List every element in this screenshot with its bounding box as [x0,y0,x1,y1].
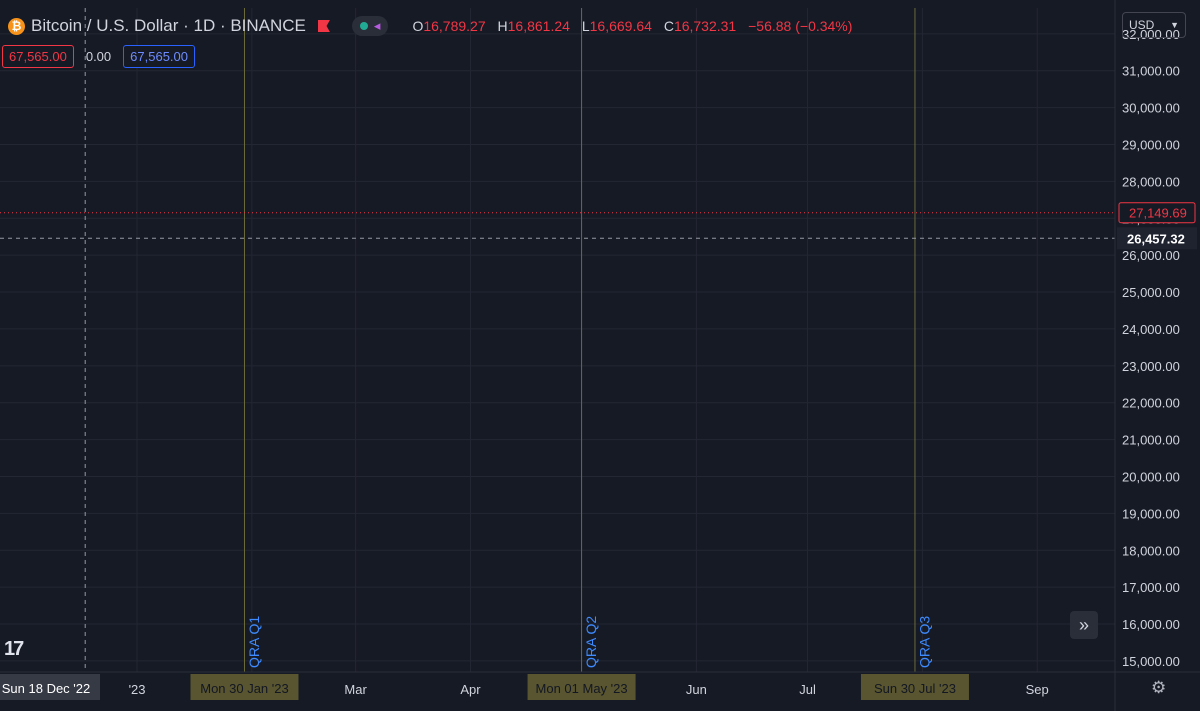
y-tick-label: 20,000.00 [1122,469,1180,484]
crosshair-price-box [1117,227,1197,250]
alert-icon: ◂ [373,18,381,33]
status-dot-icon [359,22,368,30]
last-price-box [1118,202,1196,224]
event-date-label: Mon 01 May '23 [536,681,628,696]
event-date-box [860,674,969,700]
y-tick-label: 15,000.00 [1122,654,1180,669]
y-tick-label: 24,000.00 [1122,322,1180,337]
sell-button[interactable]: 67,565.00 [2,45,74,68]
event-date-label: Sun 30 Jul '23 [874,681,956,696]
open-value: 16,789.27 [423,18,486,34]
symbol-header: ₿ Bitcoin / U.S. Dollar · 1D · BINANCE ◂… [8,12,852,40]
y-tick-label: 30,000.00 [1122,101,1180,116]
event-label: QRA Q1 [246,616,262,668]
y-tick-label: 28,000.00 [1122,174,1180,189]
indicator-pill[interactable]: ◂ [351,16,389,36]
buy-button[interactable]: 67,565.00 [123,45,195,68]
ohlc-values: O16,789.27 H16,861.24 L16,669.64 C16,732… [412,18,852,34]
low-label: L [581,18,590,34]
symbol-title[interactable]: Bitcoin / U.S. Dollar · 1D · BINANCE [31,16,306,35]
x-tick-label: Jun [686,682,707,697]
y-tick-label: 16,000.00 [1122,617,1180,632]
crosshair-date-label: Sun 18 Dec '22 [2,681,91,696]
order-bar: 67,565.00 0.00 67,565.00 [2,45,195,68]
y-tick-label: 31,000.00 [1122,64,1180,79]
low-value: 16,669.64 [589,18,652,34]
close-value: 16,732.31 [673,18,737,34]
close-label: C [663,18,674,34]
y-tick-label: 18,000.00 [1122,543,1180,558]
currency-select[interactable]: USD ▼ [1122,12,1186,38]
y-tick-label: 17,000.00 [1122,580,1180,595]
tradingview-logo[interactable]: 17 [4,638,24,660]
event-date-label: Mon 30 Jan '23 [200,681,289,696]
x-tick-label: '23 [129,682,146,697]
event-date-box [527,674,636,700]
spread-value: 0.00 [85,49,112,64]
crosshair-price-label: 26,457.32 [1127,231,1185,246]
y-tick-label: 22,000.00 [1122,396,1180,411]
event-label: QRA Q2 [583,616,599,668]
event-label: QRA Q3 [916,616,932,668]
y-tick-label: 26,000.00 [1122,248,1180,263]
change-value: −56.88 (−0.34%) [748,18,853,34]
crosshair-date-box [0,674,100,700]
x-tick-label: Apr [460,682,481,697]
high-value: 16,861.24 [507,18,570,34]
x-tick-label: Jul [799,682,816,697]
x-tick-label: Mar [344,682,367,697]
open-label: O [412,18,424,34]
event-date-box [190,674,299,700]
scroll-to-realtime-button[interactable]: » [1070,611,1098,639]
bitcoin-icon: ₿ [8,17,25,35]
gear-icon[interactable]: ⚙ [1151,678,1167,697]
y-tick-label: 29,000.00 [1122,137,1180,152]
y-tick-label: 19,000.00 [1122,506,1180,521]
y-tick-label: 23,000.00 [1122,359,1180,374]
y-tick-label: 32,000.00 [1122,27,1180,42]
last-price-label: 27,149.69 [1129,206,1187,221]
x-tick-label: Sep [1026,682,1049,697]
y-tick-label: 21,000.00 [1122,433,1180,448]
flag-icon[interactable] [317,20,330,32]
y-tick-label: 25,000.00 [1122,285,1180,300]
chevron-down-icon: ▼ [1170,20,1179,30]
high-label: H [497,18,508,34]
double-chevron-right-icon: » [1078,614,1089,635]
currency-label: USD [1129,18,1155,32]
